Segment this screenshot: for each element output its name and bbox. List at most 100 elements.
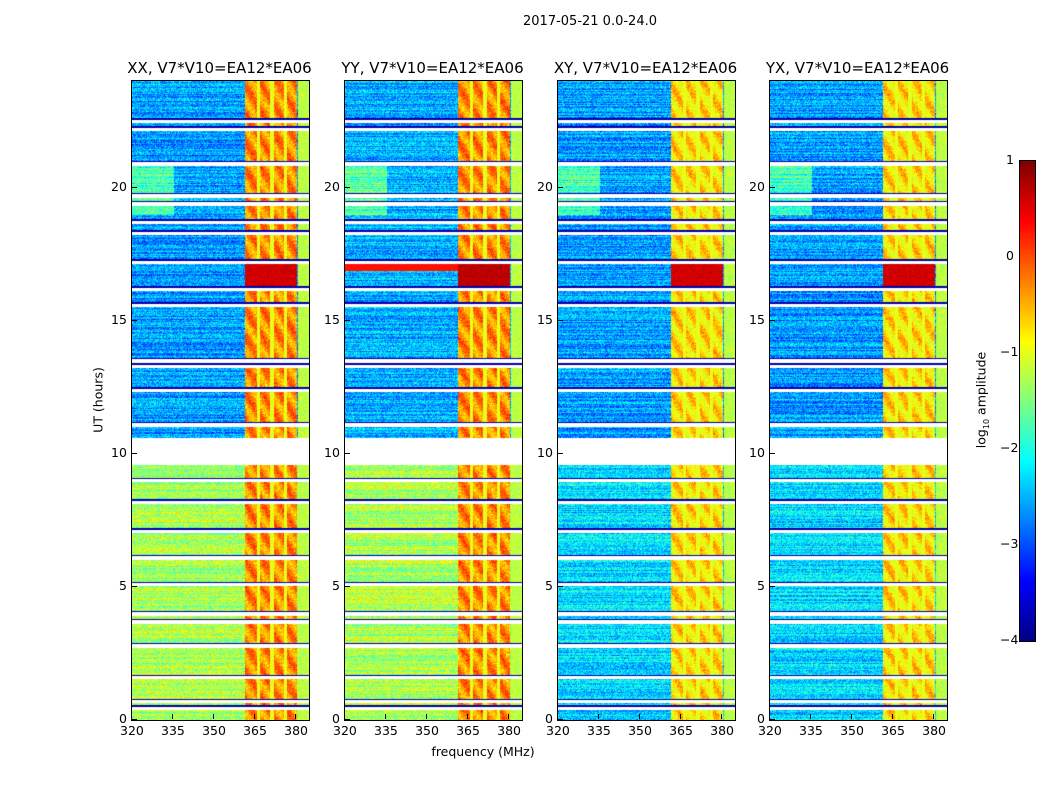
colorbar-tick-label: −2 bbox=[1000, 440, 1019, 455]
spectrogram-image bbox=[558, 81, 735, 720]
y-tick-mark bbox=[345, 585, 350, 587]
x-tick-label: 335 bbox=[161, 723, 185, 738]
colorbar-label-log: log bbox=[973, 429, 989, 449]
y-axis-label: UT (hours) bbox=[90, 367, 106, 433]
x-tick-mark bbox=[467, 714, 469, 719]
x-tick-label: 335 bbox=[374, 723, 398, 738]
y-tick-mark bbox=[770, 452, 775, 454]
x-tick-mark bbox=[172, 714, 174, 719]
panel-title: XX, V7*V10=EA12*EA06 bbox=[127, 59, 312, 77]
y-tick-mark bbox=[345, 452, 350, 454]
y-tick-label: 0 bbox=[119, 711, 127, 726]
x-tick-label: 350 bbox=[202, 723, 226, 738]
spectrogram-image bbox=[770, 81, 947, 720]
x-tick-mark bbox=[344, 714, 345, 719]
spectrogram-panel-2 bbox=[557, 80, 736, 721]
y-tick-mark bbox=[770, 585, 775, 587]
colorbar-tick-label: 0 bbox=[1006, 248, 1014, 263]
x-tick-label: 335 bbox=[799, 723, 823, 738]
y-tick-label: 0 bbox=[545, 711, 553, 726]
y-tick-mark bbox=[770, 319, 775, 321]
x-tick-mark bbox=[131, 714, 132, 719]
y-tick-label: 20 bbox=[111, 178, 127, 194]
y-tick-label: 5 bbox=[757, 577, 765, 593]
y-tick-label: 10 bbox=[324, 444, 340, 460]
x-tick-mark bbox=[385, 714, 387, 719]
colorbar-label: log10 amplitude bbox=[973, 352, 991, 448]
x-tick-label: 380 bbox=[710, 723, 734, 738]
y-tick-mark bbox=[558, 186, 563, 188]
spectrogram-panel-1 bbox=[344, 80, 523, 721]
x-tick-label: 320 bbox=[758, 723, 782, 738]
x-tick-mark bbox=[851, 714, 853, 719]
y-tick-label: 10 bbox=[111, 444, 127, 460]
x-tick-mark bbox=[213, 714, 215, 719]
y-tick-mark bbox=[345, 719, 350, 720]
figure-title: 2017-05-21 0.0-24.0 bbox=[523, 14, 657, 29]
x-tick-label: 365 bbox=[456, 723, 480, 738]
y-tick-mark bbox=[132, 452, 137, 454]
x-tick-label: 320 bbox=[546, 723, 570, 738]
y-tick-mark bbox=[770, 719, 775, 720]
x-tick-label: 350 bbox=[628, 723, 652, 738]
x-tick-mark bbox=[254, 714, 256, 719]
x-tick-label: 350 bbox=[840, 723, 864, 738]
colorbar-tick-label: −3 bbox=[1000, 536, 1019, 551]
y-tick-label: 5 bbox=[545, 577, 553, 593]
x-tick-mark bbox=[426, 714, 428, 719]
colorbar-tick-label: −1 bbox=[1000, 344, 1019, 359]
y-tick-label: 15 bbox=[324, 311, 340, 327]
x-tick-label: 320 bbox=[333, 723, 357, 738]
panel-title: XY, V7*V10=EA12*EA06 bbox=[553, 59, 738, 77]
panel-title: YX, V7*V10=EA12*EA06 bbox=[765, 59, 950, 77]
x-tick-label: 380 bbox=[284, 723, 308, 738]
y-tick-mark bbox=[770, 186, 775, 188]
y-tick-label: 5 bbox=[332, 577, 340, 593]
y-tick-label: 0 bbox=[332, 711, 340, 726]
y-tick-mark bbox=[132, 585, 137, 587]
spectrogram-panel-3 bbox=[769, 80, 948, 721]
x-tick-label: 365 bbox=[243, 723, 267, 738]
y-tick-label: 15 bbox=[749, 311, 765, 327]
y-tick-mark bbox=[558, 319, 563, 321]
x-axis-label: frequency (MHz) bbox=[431, 744, 535, 759]
x-tick-mark bbox=[295, 714, 297, 719]
spectrogram-image bbox=[132, 81, 309, 720]
y-tick-mark bbox=[132, 319, 137, 321]
x-tick-mark bbox=[639, 714, 641, 719]
x-tick-mark bbox=[933, 714, 935, 719]
x-tick-mark bbox=[769, 714, 770, 719]
x-tick-label: 365 bbox=[881, 723, 905, 738]
colorbar-tick-label: −4 bbox=[1000, 632, 1019, 647]
y-tick-label: 0 bbox=[757, 711, 765, 726]
colorbar bbox=[1019, 160, 1036, 642]
x-tick-mark bbox=[598, 714, 600, 719]
x-tick-label: 335 bbox=[587, 723, 611, 738]
x-tick-mark bbox=[508, 714, 510, 719]
colorbar-label-sub: 10 bbox=[981, 418, 991, 430]
y-tick-mark bbox=[132, 186, 137, 188]
x-tick-label: 380 bbox=[497, 723, 521, 738]
y-tick-mark bbox=[558, 585, 563, 587]
y-tick-mark bbox=[345, 319, 350, 321]
y-tick-label: 20 bbox=[749, 178, 765, 194]
y-tick-label: 20 bbox=[324, 178, 340, 194]
x-tick-mark bbox=[680, 714, 682, 719]
spectrogram-panel-0 bbox=[131, 80, 310, 721]
y-tick-mark bbox=[345, 186, 350, 188]
y-tick-label: 15 bbox=[537, 311, 553, 327]
spectrogram-image bbox=[345, 81, 522, 720]
y-tick-label: 5 bbox=[119, 577, 127, 593]
y-tick-mark bbox=[132, 719, 137, 720]
x-tick-label: 350 bbox=[415, 723, 439, 738]
y-tick-mark bbox=[558, 452, 563, 454]
colorbar-label-suffix: amplitude bbox=[973, 351, 989, 419]
x-tick-mark bbox=[721, 714, 723, 719]
x-tick-mark bbox=[557, 714, 558, 719]
y-tick-label: 10 bbox=[749, 444, 765, 460]
colorbar-tick-label: 1 bbox=[1006, 152, 1014, 167]
x-tick-mark bbox=[892, 714, 894, 719]
y-tick-label: 20 bbox=[537, 178, 553, 194]
x-tick-mark bbox=[810, 714, 812, 719]
x-tick-label: 320 bbox=[120, 723, 144, 738]
